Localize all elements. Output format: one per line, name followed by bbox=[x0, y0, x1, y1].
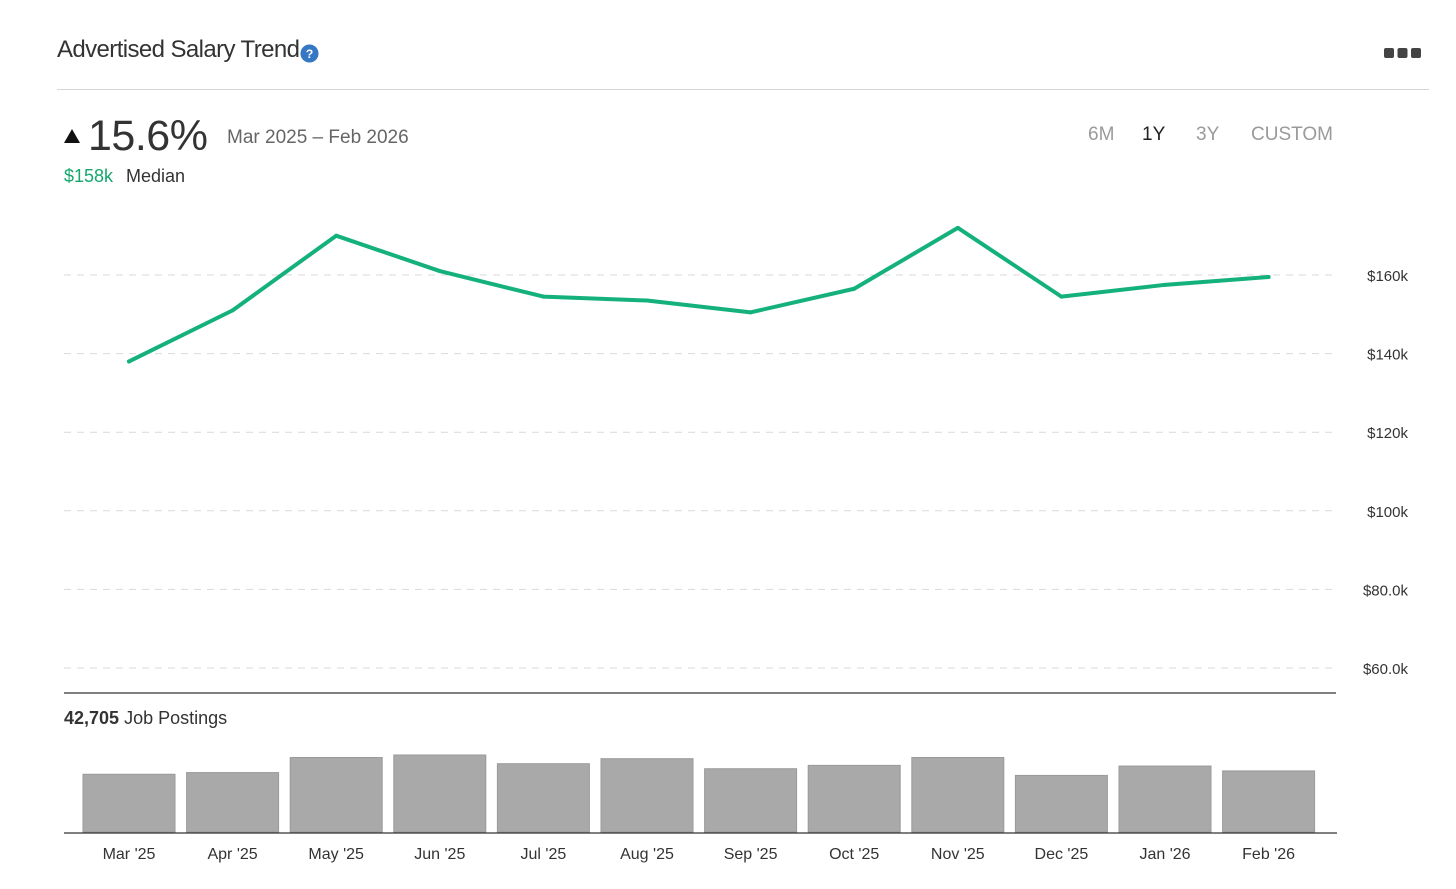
line-point bbox=[1266, 274, 1271, 279]
postings-bar bbox=[1222, 770, 1316, 833]
change-percent: 15.6% bbox=[88, 112, 208, 160]
page-title: Advertised Salary Trend bbox=[57, 36, 300, 63]
line-point bbox=[748, 310, 753, 315]
salary-line bbox=[127, 225, 1271, 364]
postings-bar bbox=[289, 757, 383, 833]
postings-bar bbox=[704, 768, 798, 833]
line-point bbox=[541, 294, 546, 299]
up-arrow-icon bbox=[64, 129, 80, 143]
x-tick-label: Apr '25 bbox=[207, 846, 257, 863]
y-tick-label: $140k bbox=[1367, 347, 1408, 364]
timeframe-3y-button[interactable]: 3Y bbox=[1196, 124, 1220, 145]
median-label: Median bbox=[126, 166, 186, 186]
line-point bbox=[334, 233, 339, 238]
timeframe-6m-button[interactable]: 6M bbox=[1088, 124, 1115, 145]
median-value: $158k bbox=[64, 166, 114, 186]
postings-bar bbox=[82, 773, 176, 833]
y-tick-label: $100k bbox=[1367, 504, 1408, 521]
timeframe-1y-button[interactable]: 1Y bbox=[1142, 124, 1166, 145]
postings-bar bbox=[1118, 765, 1212, 833]
x-tick-label: Dec '25 bbox=[1035, 846, 1089, 863]
x-tick-label: Sep '25 bbox=[724, 846, 778, 863]
postings-label: Job Postings bbox=[124, 708, 228, 728]
x-tick-label: May '25 bbox=[308, 846, 364, 863]
x-tick-label: Nov '25 bbox=[931, 846, 985, 863]
x-tick-label: Jan '26 bbox=[1139, 846, 1190, 863]
y-tick-label: $80.0k bbox=[1363, 582, 1409, 599]
svg-text:?: ? bbox=[306, 47, 314, 61]
postings-bar bbox=[1014, 774, 1108, 833]
line-point bbox=[437, 269, 442, 274]
postings-summary: 42,705 Job Postings bbox=[64, 708, 227, 729]
postings-bar bbox=[496, 763, 590, 833]
x-tick-label: Oct '25 bbox=[829, 846, 879, 863]
date-range: Mar 2025 – Feb 2026 bbox=[227, 127, 409, 148]
help-icon[interactable]: ? bbox=[300, 44, 319, 63]
line-point bbox=[645, 298, 649, 303]
line-point bbox=[852, 286, 857, 291]
x-tick-label: Jul '25 bbox=[521, 846, 567, 863]
postings-bar bbox=[911, 757, 1005, 833]
postings-bar bbox=[600, 758, 694, 833]
x-tick-label: Aug '25 bbox=[620, 846, 674, 863]
header-divider bbox=[57, 89, 1429, 90]
postings-bar bbox=[807, 764, 901, 833]
line-point bbox=[955, 225, 960, 230]
x-tick-label: Feb '26 bbox=[1242, 846, 1295, 863]
x-tick-label: Jun '25 bbox=[414, 846, 465, 863]
line-point bbox=[230, 308, 235, 313]
timeframe-custom-button[interactable]: CUSTOM bbox=[1251, 124, 1333, 145]
line-point bbox=[1163, 282, 1167, 287]
x-tick-label: Mar '25 bbox=[103, 846, 156, 863]
postings-bar bbox=[186, 772, 280, 833]
postings-count: 42,705 bbox=[64, 708, 120, 728]
postings-bar bbox=[393, 754, 487, 833]
y-tick-label: $160k bbox=[1367, 268, 1408, 285]
y-tick-label: $60.0k bbox=[1363, 661, 1409, 678]
y-tick-label: $120k bbox=[1367, 425, 1408, 442]
line-point bbox=[1059, 294, 1064, 299]
line-point bbox=[127, 359, 131, 364]
more-options-icon[interactable] bbox=[1383, 47, 1423, 59]
